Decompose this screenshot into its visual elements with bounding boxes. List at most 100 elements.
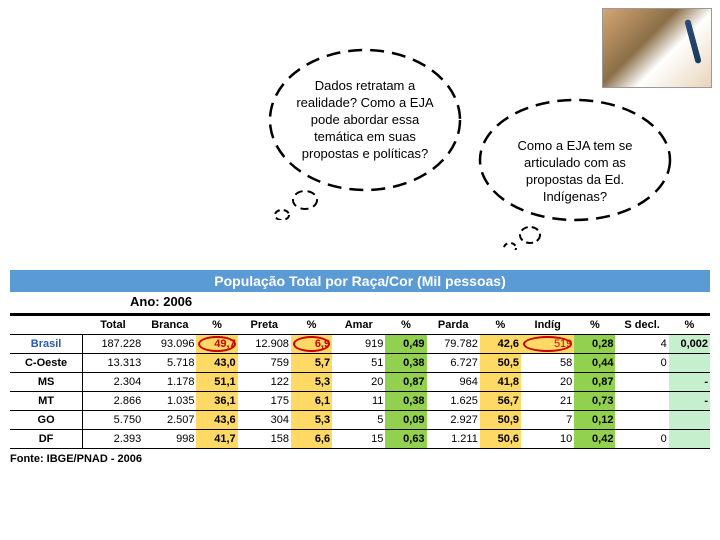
col-header: % (291, 316, 332, 335)
row-label: MT (10, 392, 83, 411)
cell: 1.035 (143, 392, 196, 411)
cell: 51,1 (196, 373, 237, 392)
col-header: % (480, 316, 521, 335)
cell: 6,1 (291, 392, 332, 411)
cell: 519 (521, 335, 574, 354)
cell (669, 354, 710, 373)
cell: 0 (615, 430, 668, 449)
col-header: % (385, 316, 426, 335)
table-source: Fonte: IBGE/PNAD - 2006 (10, 453, 710, 465)
cell: 50,5 (480, 354, 521, 373)
cell: 49,7 (196, 335, 237, 354)
row-label: GO (10, 411, 83, 430)
col-header (10, 316, 83, 335)
cell: 2.927 (427, 411, 480, 430)
cell (669, 430, 710, 449)
cell: 0,63 (385, 430, 426, 449)
cell: 0,09 (385, 411, 426, 430)
cell: 42,6 (480, 335, 521, 354)
cell: 2.507 (143, 411, 196, 430)
cell: 41,7 (196, 430, 237, 449)
col-header: Total (83, 316, 144, 335)
cell: 20 (521, 373, 574, 392)
cell (615, 411, 668, 430)
cell (669, 411, 710, 430)
thought-bubble-2: Como a EJA tem se articulado com as prop… (490, 110, 660, 220)
table-row: GO5.7502.50743,63045,350,092.92750,970,1… (10, 411, 710, 430)
cell: 2.304 (83, 373, 144, 392)
table-header-row: TotalBranca%Preta%Amar%Parda%Indíg%S dec… (10, 316, 710, 335)
row-label: DF (10, 430, 83, 449)
cell: 43,0 (196, 354, 237, 373)
col-header: Amar (332, 316, 385, 335)
table-year: Ano: 2006 (10, 292, 710, 315)
cell: 41,8 (480, 373, 521, 392)
cell: 50,6 (480, 430, 521, 449)
cell: 0 (615, 354, 668, 373)
col-header: S decl. (615, 316, 668, 335)
cell: - (669, 392, 710, 411)
cell: 0,44 (574, 354, 615, 373)
cell: 56,7 (480, 392, 521, 411)
cell: 0,87 (574, 373, 615, 392)
cell: 79.782 (427, 335, 480, 354)
cell: 5,3 (291, 373, 332, 392)
cell: 175 (238, 392, 291, 411)
decorative-photo (602, 8, 712, 88)
thought-bubbles-area: Dados retratam a realidade? Como a EJA p… (0, 0, 720, 270)
cell: 998 (143, 430, 196, 449)
cell: 2.393 (83, 430, 144, 449)
table-container: População Total por Raça/Cor (Mil pessoa… (0, 270, 720, 465)
cell: 5,7 (291, 354, 332, 373)
cell: 1.625 (427, 392, 480, 411)
cell: 36,1 (196, 392, 237, 411)
cell: 58 (521, 354, 574, 373)
cell: 0,38 (385, 354, 426, 373)
table-row: Brasil187.22893.09649,712.9086,99190,497… (10, 335, 710, 354)
cell: 13.313 (83, 354, 144, 373)
cell: 21 (521, 392, 574, 411)
cell: 0,73 (574, 392, 615, 411)
cell: 759 (238, 354, 291, 373)
cell: 11 (332, 392, 385, 411)
data-table: TotalBranca%Preta%Amar%Parda%Indíg%S dec… (10, 315, 710, 449)
cell: 5.718 (143, 354, 196, 373)
cell: 5 (332, 411, 385, 430)
bubble-1-text: Dados retratam a realidade? Como a EJA p… (294, 78, 436, 162)
col-header: % (196, 316, 237, 335)
cell (615, 373, 668, 392)
cell: 2.866 (83, 392, 144, 411)
cell: 4 (615, 335, 668, 354)
bubble-2-text: Como a EJA tem se articulado com as prop… (504, 128, 646, 206)
cell: 122 (238, 373, 291, 392)
table-row: DF2.39399841,71586,6150,631.21150,6100,4… (10, 430, 710, 449)
cell: 0,28 (574, 335, 615, 354)
cell: 0,42 (574, 430, 615, 449)
table-row: MS2.3041.17851,11225,3200,8796441,8200,8… (10, 373, 710, 392)
cell: 0,49 (385, 335, 426, 354)
cell: 6,6 (291, 430, 332, 449)
cell: 5.750 (83, 411, 144, 430)
row-label: Brasil (10, 335, 83, 354)
table-row: C-Oeste13.3135.71843,07595,7510,386.7275… (10, 354, 710, 373)
row-label: MS (10, 373, 83, 392)
table-body: Brasil187.22893.09649,712.9086,99190,497… (10, 335, 710, 449)
col-header: Preta (238, 316, 291, 335)
col-header: % (669, 316, 710, 335)
cell: - (669, 373, 710, 392)
col-header: % (574, 316, 615, 335)
cell: 15 (332, 430, 385, 449)
cell: 43,6 (196, 411, 237, 430)
cell: 964 (427, 373, 480, 392)
cell: 7 (521, 411, 574, 430)
cell: 0,002 (669, 335, 710, 354)
row-label: C-Oeste (10, 354, 83, 373)
col-header: Branca (143, 316, 196, 335)
table-title: População Total por Raça/Cor (Mil pessoa… (10, 270, 710, 292)
cell: 0,38 (385, 392, 426, 411)
cell: 6.727 (427, 354, 480, 373)
cell: 6,9 (291, 335, 332, 354)
cell: 12.908 (238, 335, 291, 354)
col-header: Parda (427, 316, 480, 335)
cell: 51 (332, 354, 385, 373)
